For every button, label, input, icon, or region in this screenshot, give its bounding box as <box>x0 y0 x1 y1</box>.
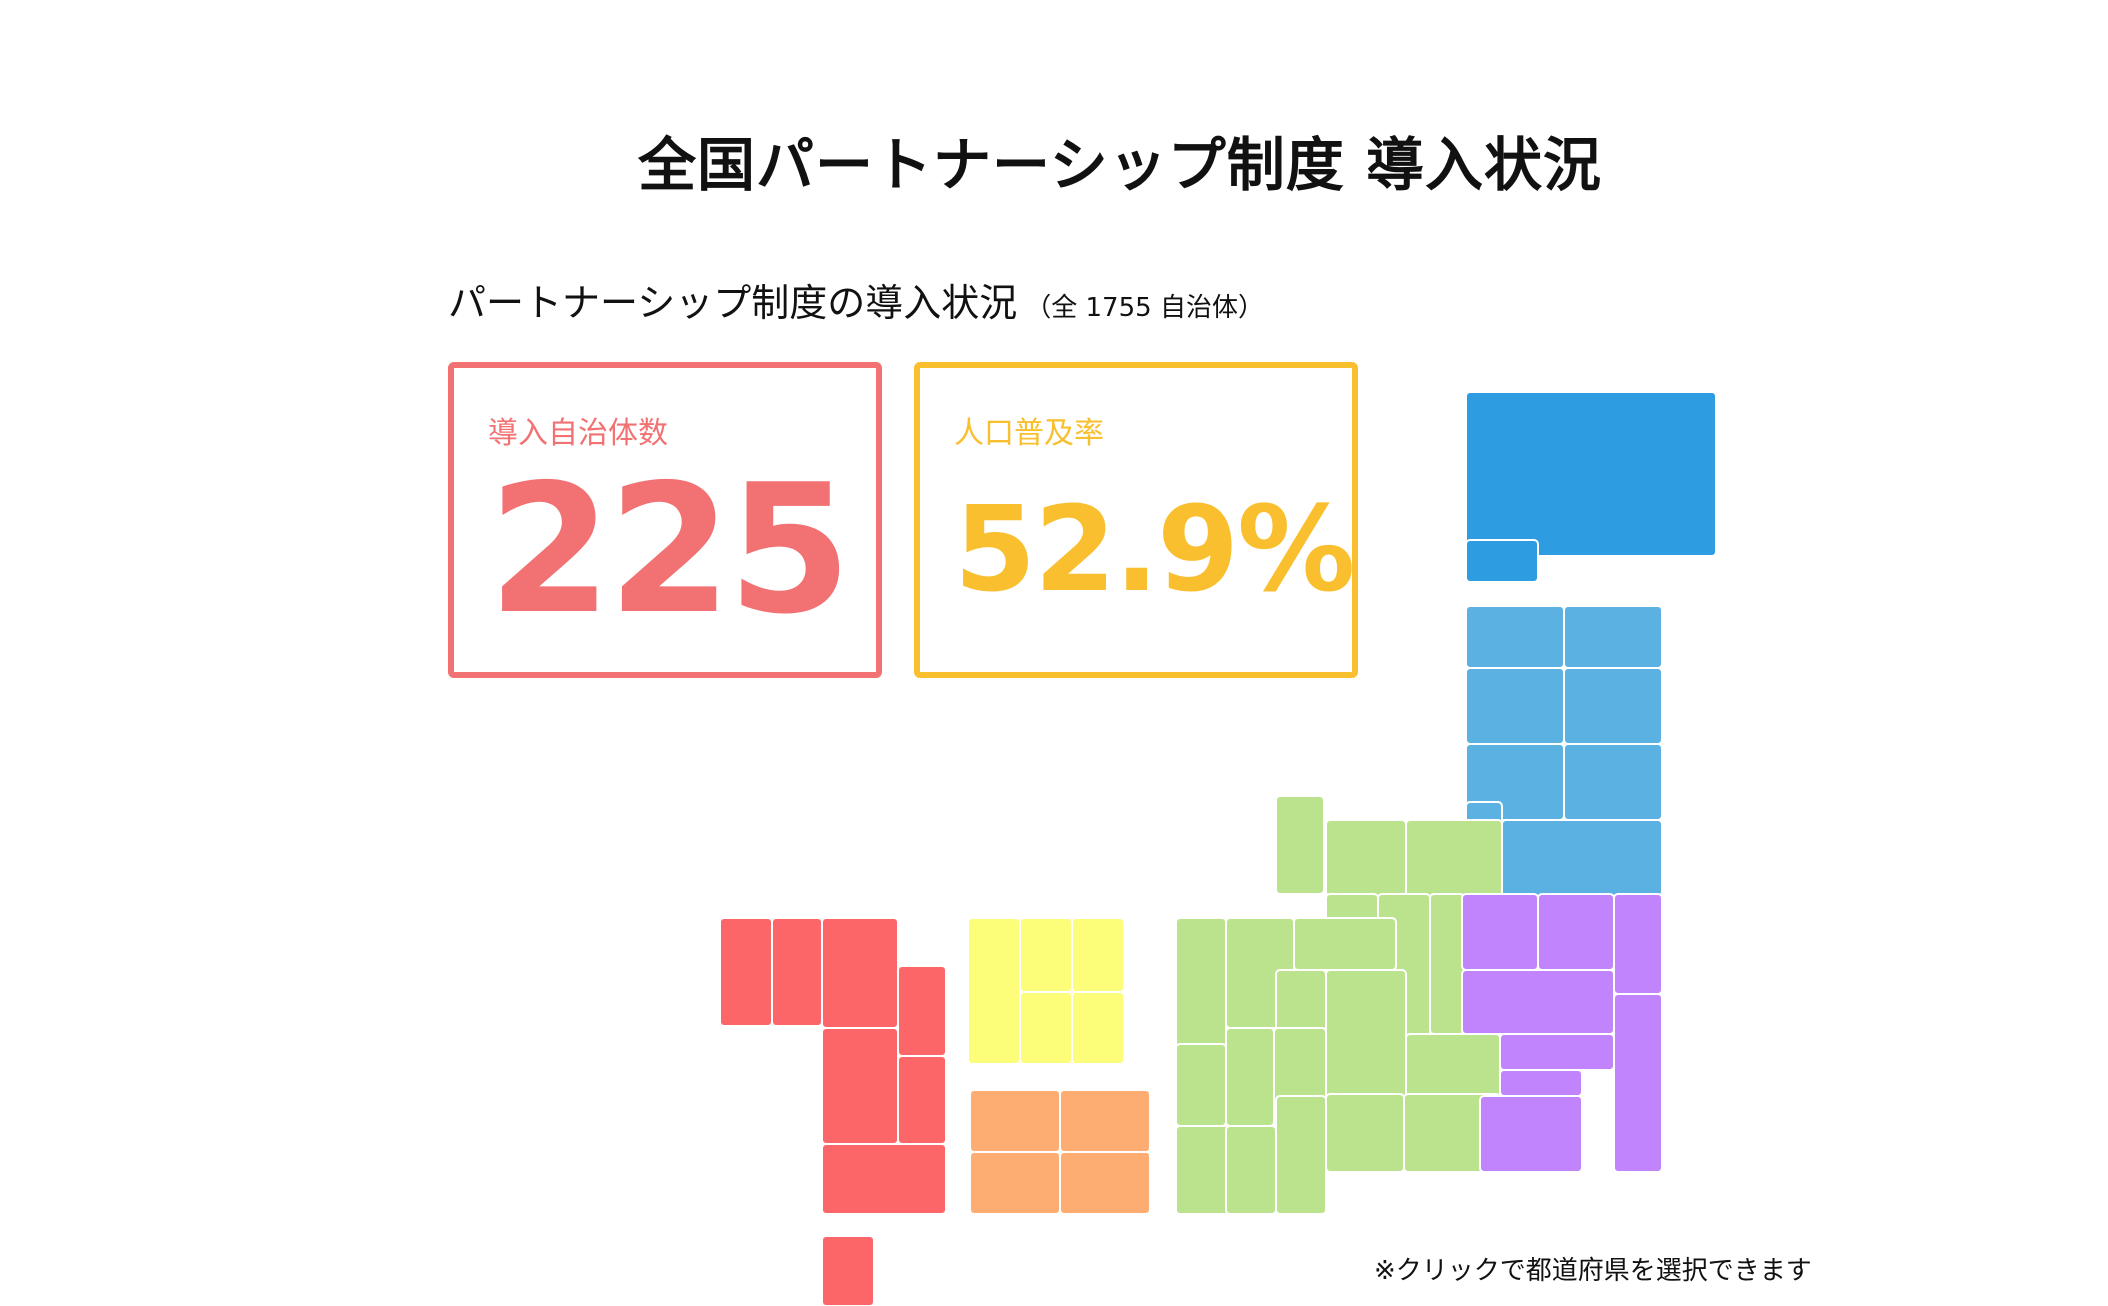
prefecture-tile-kanto-7[interactable] <box>1499 1069 1583 1097</box>
prefecture-tile-shikoku-2[interactable] <box>1059 1089 1151 1153</box>
prefecture-tile-kyushu-8[interactable] <box>821 1235 875 1306</box>
prefecture-tile-chubu_kinki-14[interactable] <box>1175 1043 1227 1127</box>
prefecture-tile-shikoku-1[interactable] <box>969 1089 1061 1153</box>
prefecture-tile-tohoku-3[interactable] <box>1465 667 1565 745</box>
prefecture-tile-chubu_kinki-15[interactable] <box>1225 1027 1275 1127</box>
municipality-count-label: 導入自治体数 <box>488 416 668 451</box>
prefecture-tile-chugoku-4[interactable] <box>1019 991 1073 1065</box>
prefecture-tile-chugoku-3[interactable] <box>1071 917 1125 993</box>
prefecture-tile-kanto-6[interactable] <box>1499 1033 1615 1071</box>
prefecture-tile-chubu_kinki-11[interactable] <box>1325 969 1407 1101</box>
prefecture-tile-chubu_kinki-3[interactable] <box>1405 819 1503 897</box>
prefecture-tile-tohoku-2[interactable] <box>1563 605 1663 669</box>
click-hint: ※クリックで都道府県を選択できます <box>1374 1256 1812 1286</box>
prefecture-tile-hokkaido-2[interactable] <box>1465 539 1539 583</box>
prefecture-tile-chubu_kinki-9[interactable] <box>1293 917 1397 971</box>
prefecture-tile-kanto-4[interactable] <box>1461 969 1615 1035</box>
page-title: 全国パートナーシップ制度 導入状況 <box>637 131 1603 199</box>
prefecture-tile-kanto-2[interactable] <box>1537 893 1615 971</box>
prefecture-tile-kyushu-7[interactable] <box>821 1143 947 1215</box>
prefecture-tile-kyushu-1[interactable] <box>719 917 773 1027</box>
prefecture-tile-chugoku-1[interactable] <box>967 917 1021 1065</box>
prefecture-tile-chubu_kinki-20[interactable] <box>1325 1093 1405 1173</box>
prefecture-tile-chubu_kinki-19[interactable] <box>1275 1095 1327 1215</box>
prefecture-tile-tohoku-4[interactable] <box>1563 667 1663 745</box>
prefecture-tile-chubu_kinki-18[interactable] <box>1225 1125 1277 1215</box>
municipality-count-card: 導入自治体数 225 <box>448 362 882 678</box>
prefecture-tile-kyushu-2[interactable] <box>771 917 823 1027</box>
prefecture-tile-kyushu-4[interactable] <box>897 965 947 1057</box>
prefecture-tile-kyushu-6[interactable] <box>897 1055 947 1145</box>
prefecture-tile-chubu_kinki-12[interactable] <box>1405 1033 1501 1101</box>
population-rate-label: 人口普及率 <box>954 416 1104 451</box>
prefecture-tile-kanto-5[interactable] <box>1613 993 1663 1173</box>
prefecture-tile-kanto-3[interactable] <box>1613 893 1663 995</box>
prefecture-tile-tohoku-1[interactable] <box>1465 605 1565 669</box>
prefecture-tile-hokkaido-1[interactable] <box>1465 391 1717 557</box>
section-heading: パートナーシップ制度の導入状況 （全 1755 自治体） <box>448 272 1264 327</box>
prefecture-tile-chubu_kinki-10[interactable] <box>1275 969 1327 1037</box>
prefecture-tile-shikoku-4[interactable] <box>1059 1151 1151 1215</box>
prefecture-tile-chubu_kinki-7[interactable] <box>1429 893 1465 1035</box>
prefecture-tile-shikoku-3[interactable] <box>969 1151 1061 1215</box>
prefecture-tile-chubu_kinki-1[interactable] <box>1275 795 1325 895</box>
population-rate-card: 人口普及率 52.9% <box>914 362 1358 678</box>
population-rate-value: 52.9% <box>954 480 1355 618</box>
total-municipalities-note: （全 1755 自治体） <box>1025 293 1264 323</box>
prefecture-tile-chugoku-2[interactable] <box>1019 917 1073 993</box>
prefecture-tile-tohoku-6[interactable] <box>1563 743 1663 821</box>
prefecture-tile-kyushu-3[interactable] <box>821 917 899 1029</box>
prefecture-tile-kanto-1[interactable] <box>1461 893 1539 971</box>
municipality-count-value: 225 <box>488 446 852 653</box>
prefecture-tile-kanto-8[interactable] <box>1479 1095 1583 1173</box>
prefecture-tile-chugoku-5[interactable] <box>1071 991 1125 1065</box>
prefecture-tile-chubu_kinki-2[interactable] <box>1325 819 1407 897</box>
section-title: パートナーシップ制度の導入状況 <box>448 281 1018 325</box>
prefecture-tile-tohoku-7[interactable] <box>1501 819 1663 897</box>
prefecture-tile-kyushu-5[interactable] <box>821 1027 899 1145</box>
